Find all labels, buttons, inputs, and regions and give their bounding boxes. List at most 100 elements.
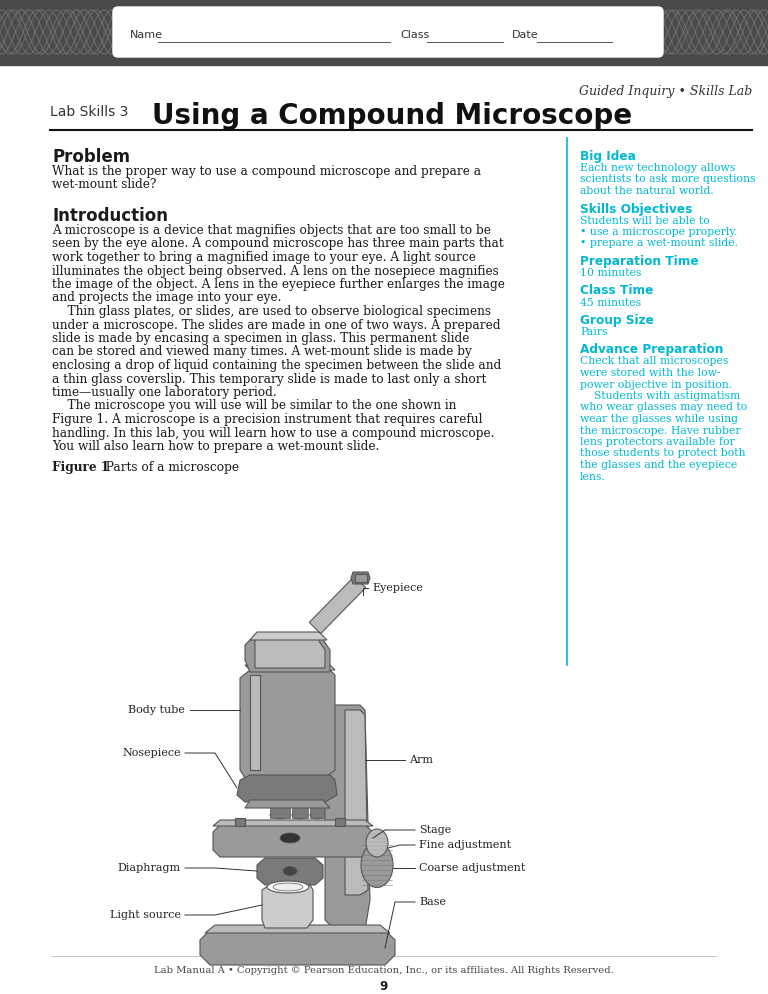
Text: seen by the eye alone. A compound microscope has three main parts that: seen by the eye alone. A compound micros… <box>52 238 504 250</box>
Text: who wear glasses may need to: who wear glasses may need to <box>580 403 747 413</box>
Bar <box>270 808 290 818</box>
Text: Lab Skills 3: Lab Skills 3 <box>50 105 128 119</box>
Polygon shape <box>355 574 367 582</box>
Polygon shape <box>325 705 370 930</box>
Text: handling. In this lab, you will learn how to use a compound microscope.: handling. In this lab, you will learn ho… <box>52 426 495 439</box>
Text: Lab Manual A • Copyright © Pearson Education, Inc., or its affiliates. All Right: Lab Manual A • Copyright © Pearson Educa… <box>154 966 614 975</box>
Text: Light source: Light source <box>110 910 181 920</box>
Text: You will also learn how to prepare a wet-mount slide.: You will also learn how to prepare a wet… <box>52 440 379 453</box>
Ellipse shape <box>310 811 324 819</box>
Text: Figure 1. A microscope is a precision instrument that requires careful: Figure 1. A microscope is a precision in… <box>52 413 482 426</box>
Text: lens.: lens. <box>580 471 606 481</box>
Text: 9: 9 <box>380 980 388 993</box>
Text: The microscope you will use will be similar to the one shown in: The microscope you will use will be simi… <box>52 400 456 413</box>
Text: Guided Inquiry • Skills Lab: Guided Inquiry • Skills Lab <box>579 85 752 98</box>
Text: the image of the object. A lens in the eyepiece further enlarges the image: the image of the object. A lens in the e… <box>52 278 505 291</box>
Polygon shape <box>213 825 373 857</box>
Text: about the natural world.: about the natural world. <box>580 186 713 196</box>
Polygon shape <box>250 675 260 770</box>
Text: enclosing a drop of liquid containing the specimen between the slide and: enclosing a drop of liquid containing th… <box>52 359 502 372</box>
Polygon shape <box>345 710 368 895</box>
Text: Advance Preparation: Advance Preparation <box>580 344 723 357</box>
Polygon shape <box>310 577 366 633</box>
Bar <box>310 808 324 818</box>
Text: the microscope. Have rubber: the microscope. Have rubber <box>580 425 740 435</box>
Polygon shape <box>240 670 335 778</box>
Text: Arm: Arm <box>409 755 433 765</box>
Bar <box>0 0 768 65</box>
Text: • use a microscope properly.: • use a microscope properly. <box>580 227 737 237</box>
Text: • prepare a wet-mount slide.: • prepare a wet-mount slide. <box>580 239 738 248</box>
Text: Eyepiece: Eyepiece <box>372 583 423 593</box>
Polygon shape <box>200 930 395 965</box>
Text: time—usually one laboratory period.: time—usually one laboratory period. <box>52 386 276 399</box>
Polygon shape <box>245 635 330 672</box>
Text: and projects the image into your eye.: and projects the image into your eye. <box>52 291 282 304</box>
Text: wear the glasses while using: wear the glasses while using <box>580 414 738 424</box>
Ellipse shape <box>270 811 290 819</box>
Polygon shape <box>235 818 245 826</box>
Ellipse shape <box>267 881 309 893</box>
Text: Big Idea: Big Idea <box>580 150 636 163</box>
Ellipse shape <box>292 811 308 819</box>
Text: wet-mount slide?: wet-mount slide? <box>52 179 157 192</box>
Text: power objective in position.: power objective in position. <box>580 380 732 390</box>
Polygon shape <box>351 572 370 584</box>
Text: Each new technology allows: Each new technology allows <box>580 163 735 173</box>
Ellipse shape <box>283 867 297 876</box>
Text: Using a Compound Microscope: Using a Compound Microscope <box>152 102 632 130</box>
Text: A microscope is a device that magnifies objects that are too small to be: A microscope is a device that magnifies … <box>52 224 491 237</box>
Polygon shape <box>245 800 330 808</box>
Text: Nosepiece: Nosepiece <box>122 748 181 758</box>
Text: Problem: Problem <box>52 148 130 166</box>
Ellipse shape <box>273 883 303 891</box>
Text: slide is made by encasing a specimen in glass. This permanent slide: slide is made by encasing a specimen in … <box>52 332 469 345</box>
Polygon shape <box>262 885 313 928</box>
Text: Figure 1: Figure 1 <box>52 461 109 474</box>
Text: Introduction: Introduction <box>52 207 168 225</box>
Text: Check that all microscopes: Check that all microscopes <box>580 357 728 367</box>
Text: Class Time: Class Time <box>580 284 654 297</box>
Text: Coarse adjustment: Coarse adjustment <box>419 863 525 873</box>
Polygon shape <box>245 665 335 670</box>
Text: Class: Class <box>400 30 429 40</box>
Ellipse shape <box>280 833 300 843</box>
Ellipse shape <box>361 843 393 888</box>
Text: Name: Name <box>130 30 163 40</box>
Polygon shape <box>250 632 327 640</box>
Text: Fine adjustment: Fine adjustment <box>419 840 511 850</box>
Polygon shape <box>257 858 323 885</box>
Ellipse shape <box>366 829 388 857</box>
Text: Parts of a microscope: Parts of a microscope <box>98 461 239 474</box>
Text: Preparation Time: Preparation Time <box>580 255 699 268</box>
Text: can be stored and viewed many times. A wet-mount slide is made by: can be stored and viewed many times. A w… <box>52 346 472 359</box>
Text: Students will be able to: Students will be able to <box>580 216 710 226</box>
Text: What is the proper way to use a compound microscope and prepare a: What is the proper way to use a compound… <box>52 165 481 178</box>
Text: work together to bring a magnified image to your eye. A light source: work together to bring a magnified image… <box>52 251 476 264</box>
Text: were stored with the low-: were stored with the low- <box>580 368 720 378</box>
Text: lens protectors available for: lens protectors available for <box>580 437 735 447</box>
Text: scientists to ask more questions: scientists to ask more questions <box>580 175 756 185</box>
Text: Date: Date <box>512 30 538 40</box>
Text: Students with astigmatism: Students with astigmatism <box>580 391 740 401</box>
Text: Base: Base <box>419 897 446 907</box>
Polygon shape <box>205 925 390 933</box>
Text: 10 minutes: 10 minutes <box>580 268 641 278</box>
Polygon shape <box>335 818 345 826</box>
Text: Stage: Stage <box>419 825 452 835</box>
Polygon shape <box>213 820 373 826</box>
Text: the glasses and the eyepiece: the glasses and the eyepiece <box>580 460 737 470</box>
FancyBboxPatch shape <box>113 7 663 57</box>
Text: Diaphragm: Diaphragm <box>118 863 181 873</box>
Text: Thin glass plates, or slides, are used to observe biological specimens: Thin glass plates, or slides, are used t… <box>52 305 491 318</box>
Text: Skills Objectives: Skills Objectives <box>580 203 693 216</box>
Text: Body tube: Body tube <box>128 705 185 715</box>
Text: Pairs: Pairs <box>580 327 607 337</box>
Text: a thin glass coverslip. This temporary slide is made to last only a short: a thin glass coverslip. This temporary s… <box>52 373 486 386</box>
Text: illuminates the object being observed. A lens on the nosepiece magnifies: illuminates the object being observed. A… <box>52 264 498 277</box>
Text: under a microscope. The slides are made in one of two ways. A prepared: under a microscope. The slides are made … <box>52 318 501 332</box>
Polygon shape <box>255 638 325 668</box>
Polygon shape <box>237 775 337 802</box>
Bar <box>292 808 308 818</box>
Text: those students to protect both: those students to protect both <box>580 448 746 458</box>
